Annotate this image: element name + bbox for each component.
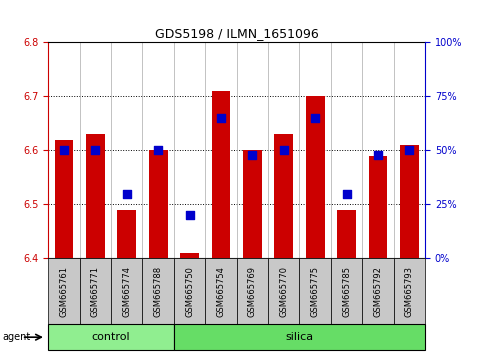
Point	[406, 148, 413, 153]
Text: GSM665788: GSM665788	[154, 266, 163, 317]
Point	[249, 152, 256, 158]
Bar	[306, 97, 325, 258]
Bar	[212, 91, 230, 258]
Text: GSM665750: GSM665750	[185, 266, 194, 316]
Text: GSM665770: GSM665770	[279, 266, 288, 317]
Point	[60, 148, 68, 153]
Point	[186, 212, 194, 218]
Text: GSM665775: GSM665775	[311, 266, 320, 317]
Text: GSM665774: GSM665774	[122, 266, 131, 317]
Bar	[86, 134, 105, 258]
Text: GSM665769: GSM665769	[248, 266, 257, 317]
Text: GSM665754: GSM665754	[216, 266, 226, 316]
Point	[92, 148, 99, 153]
Bar	[274, 134, 293, 258]
Point	[280, 148, 288, 153]
Point	[343, 191, 351, 196]
Point	[312, 115, 319, 121]
Bar	[55, 140, 73, 258]
Text: control: control	[92, 332, 130, 342]
Bar	[117, 210, 136, 258]
Text: GSM665792: GSM665792	[373, 266, 383, 316]
Bar	[180, 253, 199, 258]
Text: agent: agent	[2, 332, 30, 342]
Text: GSM665785: GSM665785	[342, 266, 351, 317]
Text: GSM665793: GSM665793	[405, 266, 414, 317]
Point	[217, 115, 225, 121]
Bar	[243, 150, 262, 258]
Text: silica: silica	[285, 332, 313, 342]
Bar	[337, 210, 356, 258]
Bar	[149, 150, 168, 258]
Bar	[369, 156, 387, 258]
Point	[155, 148, 162, 153]
Bar	[400, 145, 419, 258]
Point	[123, 191, 130, 196]
Text: GSM665771: GSM665771	[91, 266, 100, 317]
Point	[374, 152, 382, 158]
Text: GSM665761: GSM665761	[59, 266, 69, 317]
Title: GDS5198 / ILMN_1651096: GDS5198 / ILMN_1651096	[155, 27, 319, 40]
